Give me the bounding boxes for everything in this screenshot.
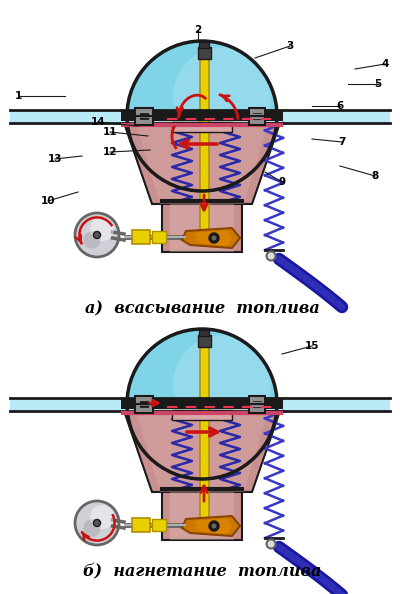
Bar xyxy=(172,122,232,131)
Text: 4: 4 xyxy=(381,59,389,69)
Circle shape xyxy=(127,329,277,479)
Text: 14: 14 xyxy=(91,117,105,127)
Circle shape xyxy=(212,235,216,241)
Bar xyxy=(198,47,210,59)
Circle shape xyxy=(212,523,216,529)
Bar xyxy=(10,397,390,410)
Circle shape xyxy=(94,520,100,526)
Circle shape xyxy=(173,335,271,433)
Bar xyxy=(152,231,166,243)
Circle shape xyxy=(127,41,277,191)
Circle shape xyxy=(75,213,119,257)
Bar xyxy=(135,108,153,116)
Text: 7: 7 xyxy=(338,137,346,147)
Bar xyxy=(200,49,208,246)
Circle shape xyxy=(94,232,100,239)
Circle shape xyxy=(90,217,114,241)
Circle shape xyxy=(83,519,101,537)
Text: 13: 13 xyxy=(48,154,62,164)
Text: 3: 3 xyxy=(286,41,294,51)
Text: 15: 15 xyxy=(305,341,319,351)
Circle shape xyxy=(83,231,101,249)
Circle shape xyxy=(266,251,276,261)
Bar xyxy=(249,396,265,404)
Bar xyxy=(162,492,242,540)
Text: 10: 10 xyxy=(41,196,55,206)
Bar xyxy=(249,108,265,116)
Bar xyxy=(172,409,232,419)
Polygon shape xyxy=(182,516,240,536)
Circle shape xyxy=(209,521,219,531)
Bar xyxy=(135,396,153,404)
Bar xyxy=(132,230,150,244)
Bar xyxy=(170,204,234,252)
Text: 5: 5 xyxy=(374,79,382,89)
Text: 9: 9 xyxy=(278,177,286,187)
Circle shape xyxy=(75,501,119,545)
Bar xyxy=(121,111,283,121)
Text: 11: 11 xyxy=(103,127,117,137)
Polygon shape xyxy=(123,408,281,492)
Text: 12: 12 xyxy=(103,147,117,157)
Polygon shape xyxy=(182,228,240,248)
Text: а)  всасывание  топлива: а) всасывание топлива xyxy=(85,301,319,318)
Bar xyxy=(132,518,150,532)
Bar xyxy=(135,116,153,125)
Circle shape xyxy=(90,505,114,529)
Polygon shape xyxy=(194,518,232,534)
Bar xyxy=(152,519,166,531)
Text: 8: 8 xyxy=(371,171,379,181)
Bar xyxy=(249,116,265,125)
Bar xyxy=(135,404,153,412)
Bar xyxy=(249,404,265,412)
Bar xyxy=(170,492,234,540)
Bar xyxy=(199,330,209,336)
Polygon shape xyxy=(135,408,269,492)
Polygon shape xyxy=(135,120,269,204)
Bar xyxy=(162,204,242,252)
Bar xyxy=(198,335,210,347)
Circle shape xyxy=(266,539,276,548)
Polygon shape xyxy=(123,120,281,204)
Text: б)  нагнетание  топлива: б) нагнетание топлива xyxy=(83,564,321,580)
Circle shape xyxy=(209,233,219,243)
Polygon shape xyxy=(194,230,232,246)
Bar xyxy=(200,337,208,534)
Bar xyxy=(10,109,390,122)
Bar xyxy=(199,42,209,48)
Text: 1: 1 xyxy=(14,91,22,101)
Circle shape xyxy=(173,48,271,145)
Text: 2: 2 xyxy=(194,25,202,35)
Text: 6: 6 xyxy=(336,101,344,111)
Bar xyxy=(121,399,283,409)
